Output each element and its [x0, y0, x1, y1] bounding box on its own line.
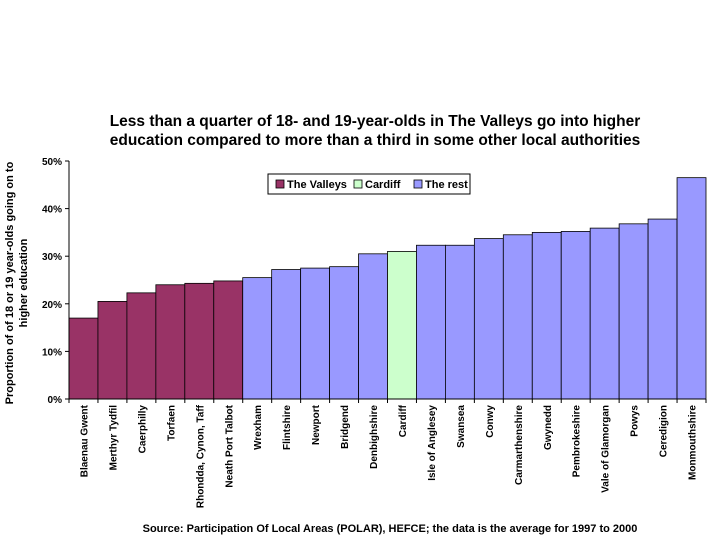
category-label-9: Bridgend — [340, 405, 351, 449]
category-label-19: Powys — [630, 405, 641, 437]
axis-group: Blaenau Gwent Merthyr Tydfil Caerphilly Tor… — [42, 157, 707, 508]
category-label-2: Caerphilly — [137, 405, 148, 454]
y-tick-label-1: 10% — [42, 347, 62, 358]
bar-2 — [126, 292, 157, 400]
bar-7 — [271, 269, 302, 400]
y-tick-label-4: 40% — [42, 205, 62, 216]
chart-title-line-1: Less than a quarter of 18- and 19-year-o… — [109, 113, 641, 130]
category-label-21: Monmouthshire — [688, 405, 699, 480]
category-label-1: Merthyr Tydfil — [108, 405, 119, 471]
category-label-10: Denbighshire — [369, 405, 380, 469]
category-label-4: Rhondda, Cynon, Taff — [195, 404, 206, 508]
bar-20 — [647, 218, 678, 400]
source-note: Source: Participation Of Local Areas (PO… — [142, 523, 638, 535]
chart-title-line-2: education compared to more than a third … — [109, 132, 641, 149]
legend: The Valleys Cardiff The rest — [267, 173, 471, 195]
legend-label-0: The Valleys — [287, 179, 347, 191]
bar-18 — [589, 227, 620, 400]
category-label-7: Flintshire — [282, 405, 293, 450]
category-label-11: Cardiff — [398, 404, 409, 437]
chart-title: Less than a quarter of 18- and 19-year-o… — [80, 112, 670, 150]
bar-3 — [155, 284, 186, 400]
bar-12 — [416, 244, 446, 400]
bar-19 — [618, 223, 649, 400]
bar-9 — [329, 266, 359, 400]
bar-0 — [68, 317, 99, 400]
bar-8 — [300, 267, 330, 400]
y-tick-label-0: 0% — [48, 395, 63, 406]
category-label-16: Gwynedd — [543, 405, 554, 450]
bar-13 — [445, 244, 475, 400]
y-axis-label-line-1: Proportion of of 18 or 19 year-olds goin… — [4, 161, 16, 404]
category-label-6: Wrexham — [253, 405, 264, 450]
legend-swatch-1 — [353, 179, 363, 189]
category-label-3: Torfaen — [166, 405, 177, 441]
bar-11 — [387, 251, 417, 400]
category-label-13: Swansea — [456, 405, 467, 448]
bar-4 — [184, 282, 215, 400]
legend-swatch-0 — [275, 179, 285, 189]
bar-15 — [502, 234, 533, 400]
bar-14 — [473, 238, 504, 400]
category-label-15: Carmarthenshire — [514, 405, 525, 485]
bar-6 — [242, 277, 273, 400]
bar-21 — [676, 177, 707, 400]
category-label-18: Vale of Glamorgan — [601, 405, 612, 493]
legend-box — [267, 173, 471, 195]
category-label-0: Blaenau Gwent — [79, 404, 90, 477]
legend-swatch-2 — [413, 179, 423, 189]
bar-16 — [531, 231, 562, 400]
y-tick-label-5: 50% — [42, 157, 62, 168]
y-tick-label-2: 20% — [42, 300, 62, 311]
category-label-8: Newport — [311, 404, 322, 445]
category-label-14: Conwy — [485, 405, 496, 438]
category-label-20: Ceredigion — [659, 405, 670, 457]
category-label-5: Neath Port Talbot — [224, 404, 235, 487]
y-axis-label: Proportion of of 18 or 19 year-olds goin… — [4, 161, 30, 404]
bars-group — [68, 177, 707, 400]
y-tick-label-3: 30% — [42, 252, 62, 263]
category-label-17: Pembrokeshire — [572, 405, 583, 478]
category-label-12: Isle of Anglesey — [427, 405, 438, 481]
bar-1 — [97, 301, 128, 400]
bar-5 — [213, 280, 244, 400]
y-axis-label-line-2: higher education — [18, 238, 30, 327]
legend-label-1: Cardiff — [365, 179, 401, 191]
bar-10 — [358, 253, 388, 400]
legend-label-2: The rest — [425, 179, 468, 191]
bar-17 — [560, 231, 591, 400]
